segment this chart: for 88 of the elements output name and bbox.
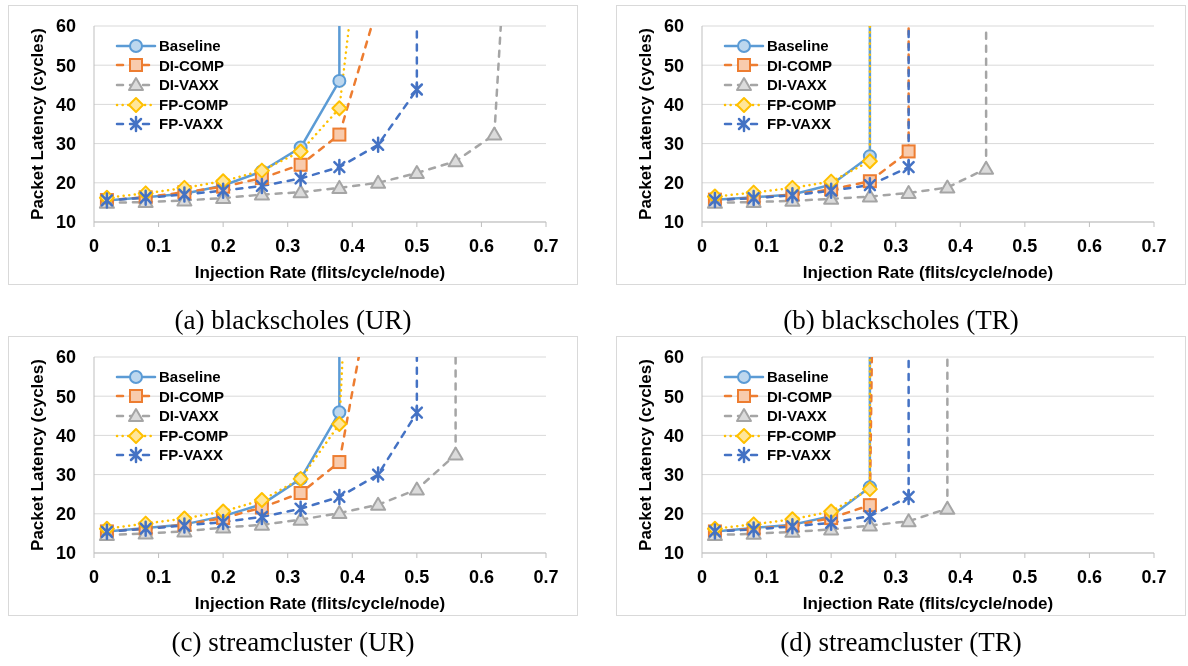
y-tick-label: 30 [55, 464, 76, 485]
x-tick-label: 0.1 [754, 566, 780, 587]
legend-label: DI-COMP [159, 386, 224, 407]
y-tick-label: 20 [663, 173, 684, 194]
x-tick-label: 0 [88, 235, 100, 256]
legend-label: FP-COMP [159, 94, 229, 115]
y-tick-label: 40 [663, 94, 684, 115]
x-tick-label: 0.2 [818, 235, 844, 256]
x-tick-label: 0.6 [468, 235, 494, 256]
x-axis-title: Injection Rate (flits/cycle/node) [194, 263, 446, 282]
x-tick-label: 0.3 [275, 566, 301, 587]
legend-label: DI-VAXX [767, 406, 827, 426]
x-tick-label: 0.3 [883, 235, 909, 256]
x-axis-title: Injection Rate (flits/cycle/node) [194, 594, 446, 613]
legend-label: DI-VAXX [767, 75, 827, 95]
y-tick-label: 50 [663, 55, 684, 76]
text: (d) streamcluster (TR) [779, 627, 1023, 657]
x-tick-label: 0.1 [754, 235, 780, 256]
x-tick-label: 0 [88, 566, 100, 587]
x-tick-label: 0.7 [1141, 235, 1167, 256]
text: (c) streamcluster (UR) [170, 627, 416, 657]
x-tick-label: 0.3 [883, 566, 909, 587]
y-tick-label: 10 [55, 543, 76, 564]
x-tick-label: 0.6 [1076, 566, 1102, 587]
x-tick-label: 0 [696, 566, 708, 587]
y-tick-label: 50 [663, 386, 684, 407]
legend-label: FP-VAXX [159, 445, 223, 465]
legend-label: FP-COMP [159, 425, 229, 446]
y-tick-label: 60 [55, 16, 76, 37]
legend-label: DI-COMP [767, 386, 832, 407]
x-axis-title: Injection Rate (flits/cycle/node) [802, 263, 1054, 282]
x-tick-label: 0.5 [404, 566, 430, 587]
x-axis-title: Injection Rate (flits/cycle/node) [802, 594, 1054, 613]
y-axis-title: Packet Latency (cycles) [636, 359, 656, 551]
legend-label: Baseline [159, 367, 221, 387]
y-tick-label: 20 [55, 173, 76, 194]
legend-label: FP-COMP [767, 425, 837, 446]
y-axis-title: Packet Latency (cycles) [636, 28, 656, 220]
y-tick-label: 50 [55, 386, 76, 407]
x-tick-label: 0 [696, 235, 708, 256]
x-tick-label: 0.7 [533, 566, 559, 587]
x-tick-label: 0.6 [1076, 235, 1102, 256]
y-tick-label: 40 [663, 425, 684, 446]
x-tick-label: 0.1 [146, 566, 172, 587]
x-tick-label: 0.2 [210, 235, 236, 256]
legend-label: Baseline [159, 36, 221, 56]
y-tick-label: 60 [663, 347, 684, 368]
x-tick-label: 0.2 [210, 566, 236, 587]
y-tick-label: 40 [55, 94, 76, 115]
legend-label: DI-VAXX [159, 406, 219, 426]
legend-label: DI-VAXX [159, 75, 219, 95]
legend-label: Baseline [767, 36, 829, 56]
y-tick-label: 50 [55, 55, 76, 76]
x-tick-label: 0.4 [339, 235, 365, 256]
y-tick-label: 10 [663, 543, 684, 564]
text: (a) blackscholes (UR) [173, 305, 413, 335]
y-axis-title: Packet Latency (cycles) [28, 359, 48, 551]
text: (b) blackscholes (TR) [782, 305, 1020, 335]
x-tick-label: 0.6 [468, 566, 494, 587]
y-tick-label: 30 [663, 133, 684, 154]
y-tick-label: 60 [55, 347, 76, 368]
y-tick-label: 20 [663, 504, 684, 525]
y-tick-label: 40 [55, 425, 76, 446]
legend-label: FP-COMP [767, 94, 837, 115]
legend-label: DI-COMP [159, 55, 224, 76]
y-tick-label: 10 [55, 212, 76, 233]
y-tick-label: 10 [663, 212, 684, 233]
legend-label: DI-COMP [767, 55, 832, 76]
y-axis-title: Packet Latency (cycles) [28, 28, 48, 220]
y-tick-label: 20 [55, 504, 76, 525]
legend-label: FP-VAXX [767, 114, 831, 134]
legend-label: FP-VAXX [767, 445, 831, 465]
x-tick-label: 0.7 [1141, 566, 1167, 587]
y-tick-label: 30 [663, 464, 684, 485]
x-tick-label: 0.4 [947, 566, 973, 587]
x-tick-label: 0.3 [275, 235, 301, 256]
x-tick-label: 0.4 [947, 235, 973, 256]
x-tick-label: 0.5 [1012, 235, 1038, 256]
x-tick-label: 0.5 [1012, 566, 1038, 587]
legend-label: FP-VAXX [159, 114, 223, 134]
x-tick-label: 0.4 [339, 566, 365, 587]
legend-label: Baseline [767, 367, 829, 387]
x-tick-label: 0.5 [404, 235, 430, 256]
x-tick-label: 0.1 [146, 235, 172, 256]
x-tick-label: 0.7 [533, 235, 559, 256]
y-tick-label: 30 [55, 133, 76, 154]
x-tick-label: 0.2 [818, 566, 844, 587]
y-tick-label: 60 [663, 16, 684, 37]
